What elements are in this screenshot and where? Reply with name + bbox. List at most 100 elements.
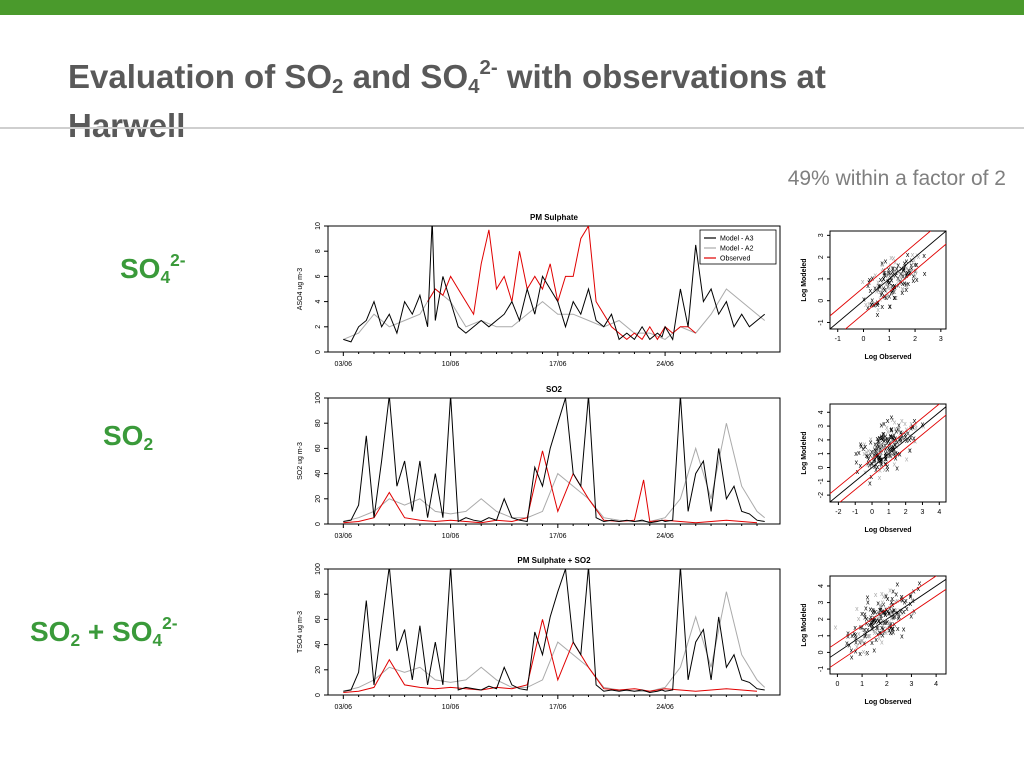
scatter-point: x [873,272,877,279]
plot-frame [327,397,781,525]
scatter-point: x [886,596,890,603]
scatter-point: x [888,294,892,301]
scatter-point: x [910,421,914,428]
scatter-point: x [913,262,917,269]
scatter-point: x [863,442,867,449]
scatter-point: x [909,614,913,621]
y-tick-label: 3 [818,424,825,428]
scatter-point: x [878,435,882,442]
scatter-point: x [890,265,894,272]
scatter-total: xxxxxxxxxxxxxxxxxxxxxxxxxxxxxxxxxxxxxxxx… [801,575,947,706]
scatter-point: x [888,453,892,460]
scatter-point: x [866,283,870,290]
scatter-point: x [873,458,877,465]
scatter-point: x [872,458,876,465]
chart-title: PM Sulphate [530,213,579,222]
scatter-point: x [876,287,880,294]
x-tick-label: 0 [835,681,839,688]
scatter-point: x [889,270,893,277]
scatter-point: x [866,627,870,634]
scatter-point: x [897,427,901,434]
scatter-point: x [880,461,884,468]
scatter-point: x [909,263,913,270]
scatter-point: x [896,428,900,435]
plot-frame [327,225,781,353]
scatter-point: x [857,450,861,457]
scatter-point: x [876,442,880,449]
scatter-point: x [892,287,896,294]
y-tick-label: 4 [818,410,825,414]
y-tick-label: 40 [315,470,322,478]
y-tick-label: 2 [818,438,825,442]
scatter-point: x [894,455,898,462]
x-tick-label: 1 [887,509,891,516]
scatter-point: x [884,612,888,619]
scatter-point: x [877,438,881,445]
scatter-point: x [866,305,870,312]
scatter-point: x [888,437,892,444]
y-tick-label: 0 [315,693,322,697]
scatter-point: x [893,284,897,291]
scatter-point: x [884,447,888,454]
scatter-point: x [870,449,874,456]
scatter-point: x [900,634,904,641]
y-tick-label: 3 [818,601,825,605]
scatter-point: x [909,425,913,432]
scatter-point: x [887,620,891,627]
scatter-point: x [912,278,916,285]
scatter-point: x [881,304,885,311]
scatter-point: x [905,272,909,279]
scatter-point: x [893,289,897,296]
scatter-point: x [884,620,888,627]
scatter-point: x [879,616,883,623]
factor-two-upper-line [830,231,932,317]
scatter-point: x [884,630,888,637]
y-tick-label: 4 [818,584,825,588]
scatter-point: x [881,431,885,438]
scatter-point: x [876,312,880,319]
scatter-point: x [880,435,884,442]
scatter-point: x [895,428,899,435]
scatter-point: x [890,426,894,433]
scatter-point: x [863,614,867,621]
scatter-point: x [893,442,897,449]
scatter-point: x [889,275,893,282]
scatter-point: x [881,610,885,617]
scatter-point: x [886,284,890,291]
scatter-point: x [870,640,874,647]
scatter-point: x [891,265,895,272]
scatter-point: x [880,441,884,448]
scatter-point: x [874,617,878,624]
scatter-point: x [887,275,891,282]
scatter-point: x [897,283,901,290]
title-sub: 2 [332,75,344,98]
scatter-point: x [881,622,885,629]
scatter-point: x [876,284,880,291]
scatter-point: x [865,461,869,468]
scatter-point: x [873,286,877,293]
scatter-point: x [889,630,893,637]
scatter-point: x [879,603,883,610]
scatter-point: x [899,430,903,437]
scatter-point: x [874,301,878,308]
scatter-point: x [875,448,879,455]
x-tick-label: -1 [835,336,841,343]
scatter-point: x [868,633,872,640]
scatter-point: x [871,298,875,305]
scatter-point: x [914,268,918,275]
scatter-point: x [879,439,883,446]
x-axis-label: Log Observed [864,354,911,361]
scatter-point: x [896,276,900,283]
title-part: Evaluation of SO [68,58,333,95]
scatter-point: x [886,278,890,285]
scatter-point: x [913,418,917,425]
factor-two-upper-line [830,576,937,648]
scatter-point: x [886,429,890,436]
scatter-point: x [906,431,910,438]
x-tick-label: 2 [885,681,889,688]
scatter-point: x [871,275,875,282]
scatter-point: x [923,271,927,278]
scatter-point: x [883,442,887,449]
